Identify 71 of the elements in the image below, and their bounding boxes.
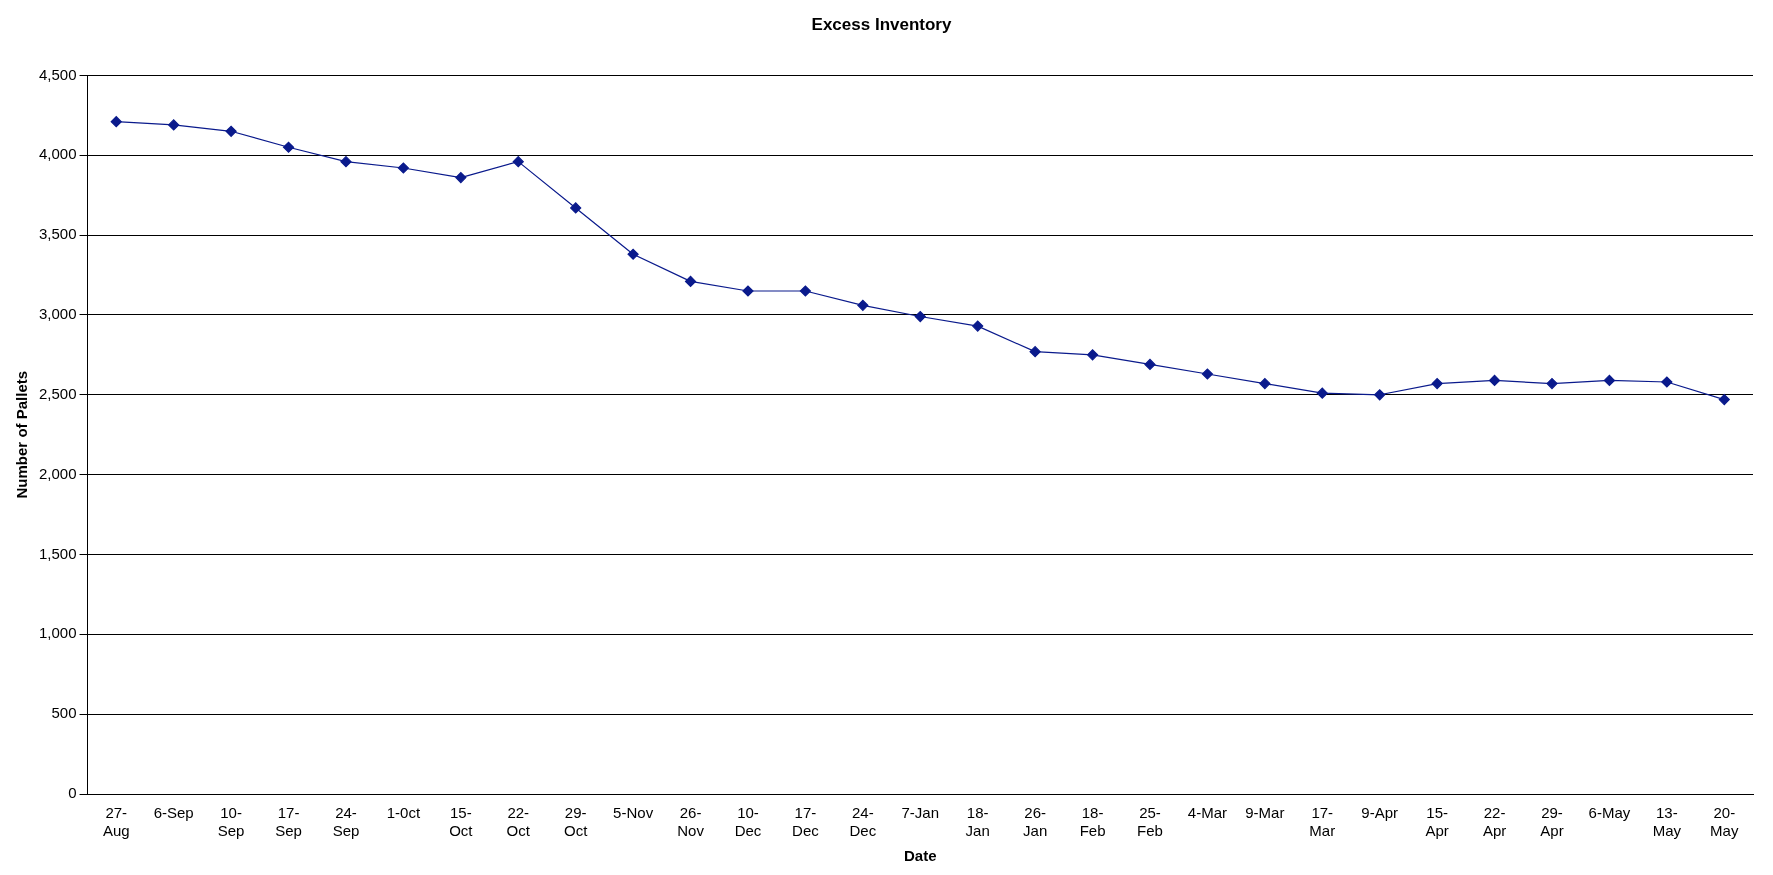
point	[512, 156, 524, 168]
y-axis-title: Number of Pallets	[13, 370, 31, 499]
x-tick-label: 17-Mar	[1309, 804, 1336, 840]
point	[168, 119, 180, 131]
point	[1718, 393, 1730, 406]
point	[1374, 389, 1386, 401]
point	[1316, 387, 1328, 399]
x-tick-label: 25-Feb	[1137, 804, 1163, 840]
point	[627, 248, 639, 260]
y-tick-label: 1,000	[38, 624, 77, 642]
point	[799, 285, 812, 297]
point	[684, 275, 697, 287]
x-tick-label: 10-Dec	[734, 804, 762, 840]
y-tick-label: 2,500	[38, 384, 77, 402]
point	[1086, 349, 1099, 361]
x-tick-label: 17-Sep	[275, 804, 302, 840]
x-tick-label: 26-Nov	[677, 804, 705, 840]
x-tick-label: 29-Apr	[1540, 804, 1564, 840]
x-tick-label: 22-Oct	[506, 804, 531, 840]
point	[914, 310, 926, 323]
x-tick-label: 20-May	[1710, 804, 1739, 840]
x-tick-label: 4-Mar	[1187, 804, 1228, 822]
x-tick-label: 13-May	[1652, 804, 1682, 840]
point	[570, 202, 582, 214]
point	[1144, 358, 1156, 371]
x-tick-label: 26-Jan	[1023, 804, 1048, 840]
point	[340, 156, 352, 168]
y-tick-label: 0	[68, 784, 77, 802]
point	[1488, 374, 1501, 387]
x-tick-label: 7-Jan	[901, 804, 940, 822]
point	[1029, 346, 1041, 358]
x-tick-label: 15-Apr	[1425, 804, 1449, 840]
point	[857, 299, 869, 311]
point	[225, 125, 237, 137]
x-tick-label: 1-0ct	[386, 804, 421, 822]
point	[1201, 368, 1214, 380]
y-tick-label: 1,500	[38, 544, 77, 562]
point	[1546, 378, 1558, 390]
point	[455, 172, 467, 184]
x-tick-label: 18-Jan	[965, 804, 990, 840]
x-tick-label: 9-Apr	[1361, 804, 1399, 822]
chart-title: Excess Inventory	[811, 14, 952, 34]
x-tick-label: 9-Mar	[1245, 804, 1285, 822]
point	[1661, 376, 1673, 388]
point	[972, 320, 984, 332]
x-tick-label: 17-Dec	[792, 804, 820, 840]
y-tick-label: 4,000	[38, 145, 77, 163]
point	[1259, 378, 1271, 390]
point	[282, 141, 295, 153]
point	[1603, 374, 1616, 387]
point	[742, 285, 754, 297]
point	[397, 162, 409, 174]
point	[110, 116, 122, 128]
x-tick-label: 18-Feb	[1079, 804, 1106, 840]
x-tick-label: 10-Sep	[217, 804, 245, 840]
point	[1431, 378, 1443, 390]
x-tick-label: 29-Oct	[564, 804, 589, 840]
y-tick-label: 4,500	[38, 65, 77, 83]
x-tick-label: 24-Dec	[849, 804, 877, 840]
x-tick-label: 5-Nov	[613, 804, 654, 822]
x-tick-label: 24-Sep	[332, 804, 360, 840]
y-tick-label: 2,000	[38, 464, 77, 482]
y-tick-label: 3,000	[38, 305, 77, 323]
x-tick-label: 15-Oct	[449, 804, 474, 840]
x-tick-label: 6-Sep	[153, 804, 194, 822]
x-axis-title: Date	[904, 847, 937, 865]
y-tick-label: 500	[51, 704, 77, 722]
x-tick-label: 27-Aug	[102, 804, 130, 840]
x-tick-label: 22-Apr	[1482, 804, 1507, 840]
y-tick-label: 3,500	[38, 225, 77, 243]
x-tick-label: 6-May	[1588, 804, 1631, 822]
